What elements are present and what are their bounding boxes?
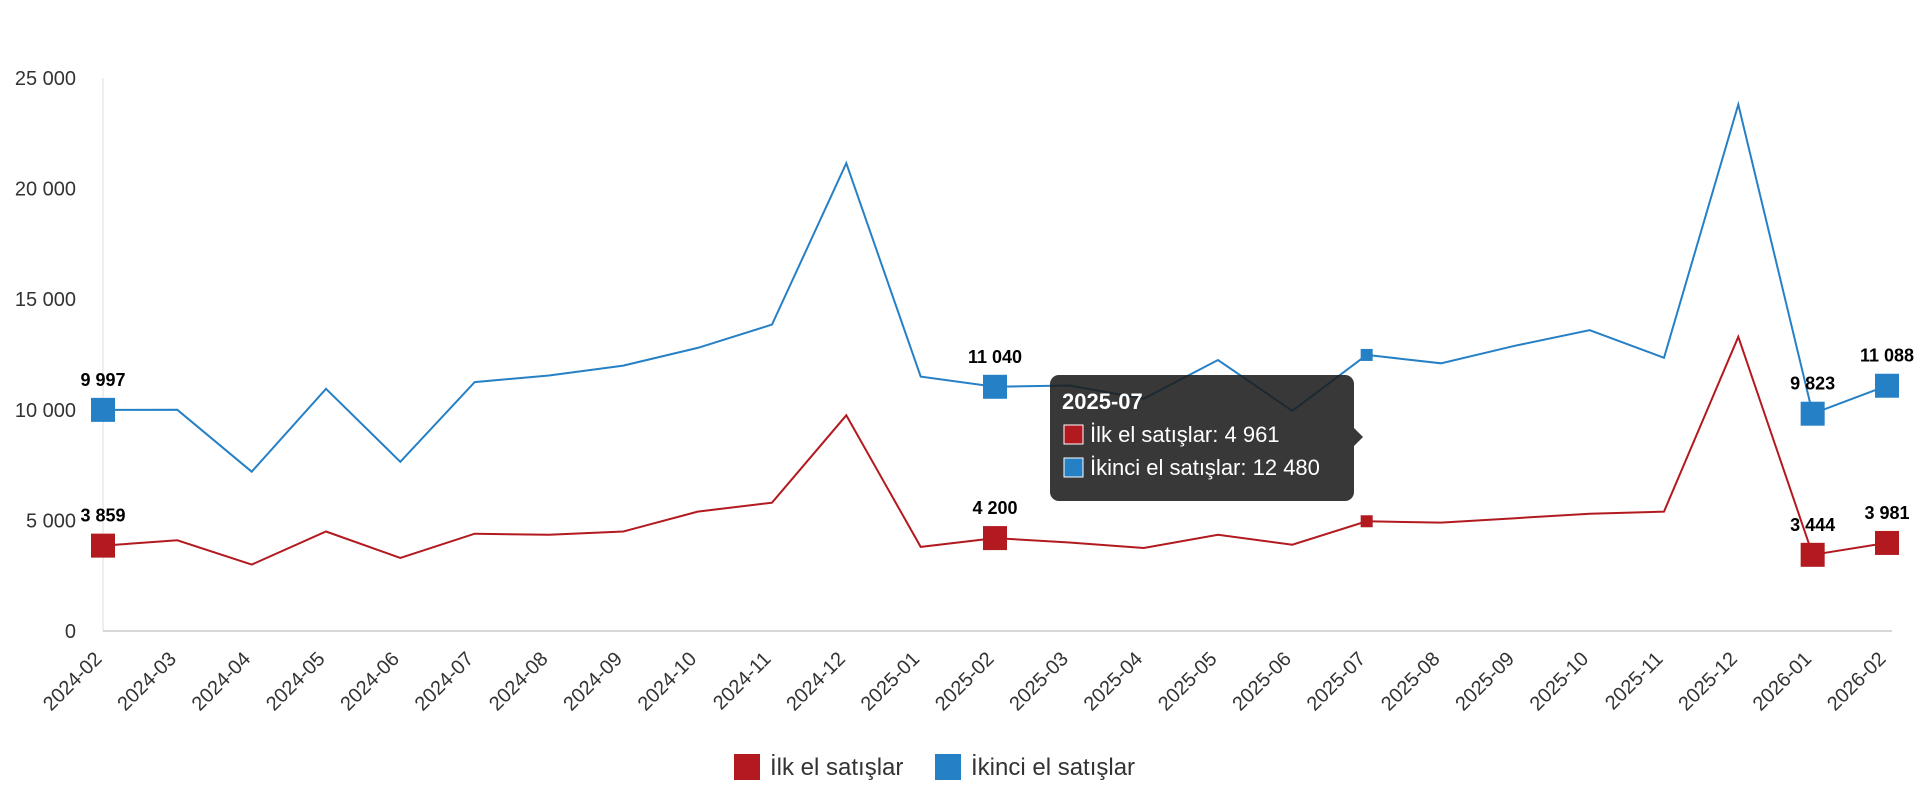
data-point-marker xyxy=(1800,542,1825,567)
data-point-marker xyxy=(91,533,115,558)
hover-point-marker xyxy=(1360,515,1373,528)
x-tick-label: 2025-01 xyxy=(857,648,924,715)
x-tick-label: 2024-09 xyxy=(559,648,626,715)
data-label: 11 088 xyxy=(1860,346,1914,366)
legend: İlk el satışlar İkinci el satışlar xyxy=(734,754,1135,781)
tooltip-arrow xyxy=(1354,428,1363,446)
legend-swatch-ilk-el xyxy=(734,754,760,780)
tooltip-swatch xyxy=(1063,457,1084,478)
x-tick-label: 2025-04 xyxy=(1080,648,1147,715)
y-tick-label: 0 xyxy=(65,621,76,643)
x-tick-label: 2024-12 xyxy=(782,648,849,715)
x-tick-label: 2025-02 xyxy=(931,648,998,715)
x-tick-label: 2025-12 xyxy=(1674,648,1741,715)
x-tick-label: 2026-01 xyxy=(1749,648,1816,715)
data-labels-group: 3 859 4 200 3 444 3 981 9 997 11 040 9 823 11 0… xyxy=(80,346,1914,535)
x-tick-label: 2024-10 xyxy=(634,648,701,715)
tooltip-title: 2025-07 xyxy=(1062,389,1143,414)
x-tick-label: 2024-05 xyxy=(262,648,329,715)
hover-point-marker xyxy=(1360,348,1373,361)
tooltip-box xyxy=(1050,375,1354,501)
x-tick-label: 2026-02 xyxy=(1823,648,1890,715)
data-label: 9 823 xyxy=(1790,374,1835,394)
x-tick-label: 2025-07 xyxy=(1303,648,1370,715)
x-tick-label: 2024-04 xyxy=(188,648,255,715)
data-label: 4 200 xyxy=(972,498,1017,518)
data-label: 11 040 xyxy=(968,347,1022,367)
data-label: 9 997 xyxy=(80,370,125,390)
y-tick-label: 20 000 xyxy=(15,179,76,201)
x-tick-label: 2024-07 xyxy=(411,648,478,715)
x-tick-label: 2025-11 xyxy=(1601,648,1667,714)
x-tick-label: 2024-03 xyxy=(113,648,180,715)
series-line-ikinci-el xyxy=(102,100,1888,474)
data-point-marker xyxy=(983,526,1007,551)
x-tick-label: 2024-02 xyxy=(39,648,106,715)
y-tick-label: 25 000 xyxy=(15,68,76,90)
x-tick-label: 2025-09 xyxy=(1451,648,1518,715)
data-label: 3 859 xyxy=(80,506,125,526)
y-tick-label: 10 000 xyxy=(15,400,76,422)
data-point-marker xyxy=(983,374,1007,399)
data-point-marker xyxy=(1875,373,1899,398)
data-point-marker xyxy=(1800,401,1825,426)
series-group xyxy=(91,100,1899,567)
y-tick-label: 5 000 xyxy=(26,510,76,532)
y-tick-label: 15 000 xyxy=(15,289,76,311)
tooltip-line: İkinci el satışlar: 12 480 xyxy=(1090,455,1320,480)
x-tick-label: 2025-06 xyxy=(1228,648,1295,715)
x-tick-label: 2024-08 xyxy=(485,648,552,715)
tooltip-line: İlk el satışlar: 4 961 xyxy=(1090,422,1280,447)
x-tick-label: 2024-06 xyxy=(336,648,403,715)
tooltip: 2025-07 İlk el satışlar: 4 961 İkinci el s… xyxy=(1050,375,1363,501)
x-tick-label: 2025-10 xyxy=(1526,648,1593,715)
tooltip-swatch xyxy=(1063,424,1084,445)
data-point-marker xyxy=(91,397,115,422)
x-tick-label: 2025-05 xyxy=(1154,648,1221,715)
data-label: 3 981 xyxy=(1864,503,1909,523)
legend-label-ilk-el: İlk el satışlar xyxy=(770,754,903,781)
data-point-marker xyxy=(1875,530,1899,555)
legend-swatch-ikinci-el xyxy=(935,754,961,780)
x-tick-label: 2024-11 xyxy=(709,648,775,714)
data-label: 3 444 xyxy=(1790,515,1835,535)
legend-label-ikinci-el: İkinci el satışlar xyxy=(971,754,1135,781)
x-tick-label: 2025-08 xyxy=(1377,648,1444,715)
x-tick-label: 2025-03 xyxy=(1005,648,1072,715)
